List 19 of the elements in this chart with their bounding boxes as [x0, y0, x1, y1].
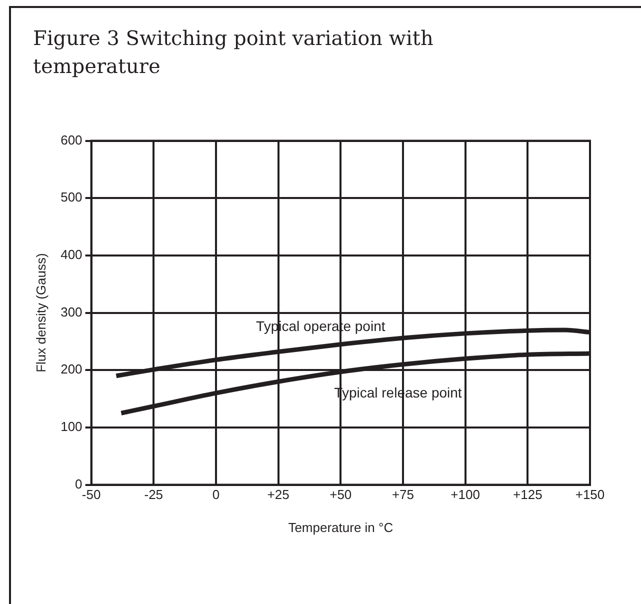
x-axis-title: Temperature in °C [288, 520, 394, 535]
x-tick-label: 0 [212, 487, 220, 502]
y-tick-label: 100 [60, 419, 82, 434]
x-tick-label: +25 [267, 487, 290, 502]
x-tick-label: +100 [450, 487, 480, 502]
x-tick-label: +125 [513, 487, 542, 502]
y-tick-label: 0 [75, 476, 82, 492]
x-tick-label: +75 [392, 487, 414, 502]
chart-title: Figure 3 Switching point variation with temperature [33, 25, 434, 80]
x-tick-label: +150 [575, 487, 605, 502]
x-tick-label: -25 [144, 487, 164, 502]
x-tick-label: +50 [330, 487, 352, 502]
y-tick-label: 300 [60, 304, 82, 320]
y-tick-label: 600 [60, 132, 82, 148]
x-tick-label: -50 [82, 487, 101, 502]
y-tick-label: 500 [60, 190, 82, 205]
y-tick-label: 400 [60, 247, 82, 262]
y-tick-label: 200 [60, 362, 82, 377]
y-axis-title: Flux density (Gauss) [33, 253, 48, 372]
